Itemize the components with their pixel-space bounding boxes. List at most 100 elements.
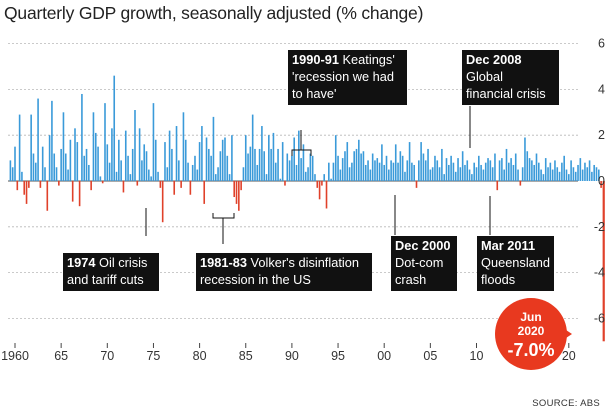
bar — [351, 162, 353, 181]
bar — [201, 126, 203, 181]
annotation-text: to have' — [292, 86, 336, 101]
bar — [584, 162, 586, 181]
bar — [443, 174, 445, 181]
bar — [164, 142, 166, 181]
bar — [461, 151, 464, 181]
annotation-text: 1990-91 Keatings' — [292, 52, 395, 67]
bar — [367, 160, 369, 181]
bar — [51, 100, 53, 181]
bar — [272, 132, 275, 181]
bar — [390, 160, 392, 181]
bar — [572, 167, 575, 181]
bar — [565, 169, 568, 181]
bar — [221, 139, 224, 181]
bar — [291, 155, 293, 181]
x-tick-label: 90 — [285, 349, 299, 363]
bar — [554, 160, 556, 181]
x-tick-label: 85 — [239, 349, 253, 363]
bar — [180, 181, 182, 188]
bar — [53, 153, 56, 181]
bar — [413, 164, 415, 181]
bar — [28, 181, 30, 188]
bar — [141, 160, 143, 181]
bar — [309, 153, 312, 181]
bar — [577, 164, 579, 181]
bar — [9, 160, 12, 181]
bar — [171, 148, 173, 181]
annotation-background — [288, 50, 407, 105]
bar — [348, 167, 351, 181]
bar — [277, 148, 279, 181]
bar — [150, 176, 152, 181]
bar — [533, 164, 535, 181]
bar — [494, 153, 496, 181]
bar — [101, 181, 104, 184]
callout-month: Jun — [520, 310, 541, 324]
bar — [122, 181, 125, 193]
bar — [76, 142, 79, 181]
bar — [166, 167, 169, 181]
bar — [244, 135, 247, 181]
annotation-text: Dec 2008 — [466, 52, 522, 67]
bar — [270, 148, 272, 181]
bar — [191, 164, 194, 181]
bar — [408, 142, 411, 181]
bar — [524, 137, 526, 181]
bar — [208, 148, 210, 181]
bar — [300, 158, 302, 181]
bar — [364, 164, 367, 181]
bar — [99, 176, 102, 181]
bar — [210, 155, 212, 181]
bar-jun-2020 — [602, 181, 605, 342]
bar — [92, 112, 95, 181]
bar — [558, 171, 561, 181]
bar — [194, 155, 196, 181]
bar — [411, 162, 413, 181]
annotation-text: and tariff cuts — [67, 272, 144, 287]
y-tick-label: 2 — [598, 128, 605, 142]
bar — [118, 139, 120, 181]
bar — [279, 178, 282, 181]
x-tick-label: 10 — [470, 349, 484, 363]
bar — [438, 167, 441, 181]
bar — [473, 162, 475, 181]
bar — [21, 171, 23, 181]
bar — [496, 181, 499, 191]
bar — [597, 169, 600, 181]
bar — [138, 128, 141, 181]
bar — [263, 151, 266, 181]
annotation-text: 1974 Oil crisis — [67, 255, 147, 270]
y-tick-label: 4 — [598, 82, 605, 96]
bar — [475, 167, 478, 181]
bar — [94, 132, 97, 181]
bar — [136, 181, 139, 186]
bar — [298, 130, 300, 181]
bar — [376, 158, 379, 181]
bar — [274, 162, 277, 181]
bar — [148, 169, 150, 181]
bar — [328, 162, 330, 181]
bar — [480, 164, 482, 181]
bar — [293, 137, 296, 181]
bar — [64, 153, 67, 181]
bar — [124, 130, 127, 181]
bar — [491, 167, 494, 181]
bar — [74, 128, 76, 181]
bar — [161, 181, 164, 223]
y-tick-label: 0 — [598, 174, 605, 188]
bar — [397, 162, 399, 181]
bar — [307, 167, 309, 181]
bar — [224, 137, 226, 181]
bar — [521, 167, 524, 181]
bar — [106, 144, 109, 181]
bar — [394, 144, 397, 181]
bar — [46, 181, 49, 211]
bar — [251, 114, 254, 181]
bar — [226, 155, 229, 181]
bar — [514, 153, 517, 181]
bar — [302, 144, 305, 181]
bar — [385, 155, 388, 181]
bar — [355, 148, 358, 181]
bar — [457, 158, 459, 181]
x-tick-label: 75 — [146, 349, 160, 363]
